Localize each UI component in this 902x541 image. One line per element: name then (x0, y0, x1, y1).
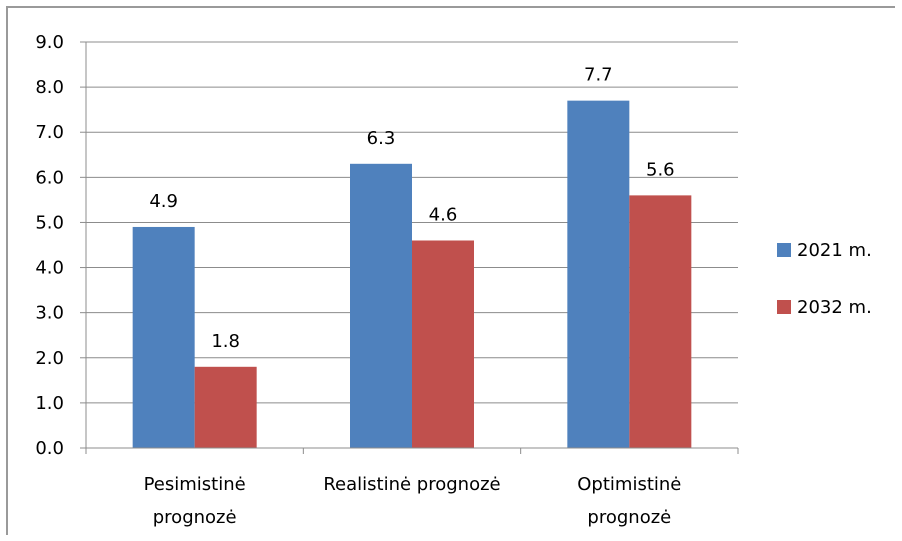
chart-frame (6, 6, 895, 535)
x-axis: Pesimistinė prognozė Realistinė prognozė Op… (85, 447, 739, 528)
y-tick-label: 1.0 (35, 393, 64, 414)
data-label: 6.3 (367, 128, 396, 149)
category-label: prognozė (153, 507, 237, 528)
legend-label: 2032 m. (797, 297, 872, 318)
bar-2032m (629, 195, 692, 448)
bar-2032m (412, 240, 474, 448)
y-tick-label: 7.0 (35, 122, 64, 143)
data-label: 1.8 (211, 331, 240, 352)
y-tick-label: 9.0 (35, 32, 64, 53)
y-tick-label: 0.0 (35, 438, 64, 459)
category-label: prognozė (587, 507, 671, 528)
category-label: Realistinė prognozė (323, 474, 500, 495)
data-label: 4.9 (149, 191, 178, 212)
category-label: Pesimistinė (144, 474, 246, 495)
legend: 2021 m. 2032 m. (777, 240, 872, 318)
y-tick-label: 5.0 (35, 212, 64, 233)
y-axis: 0.0 1.0 2.0 3.0 4.0 5.0 6.0 7.0 8.0 9.0 (35, 32, 87, 459)
y-tick-label: 4.0 (35, 258, 64, 279)
y-tick-label: 8.0 (35, 77, 64, 98)
data-label: 5.6 (646, 159, 675, 180)
y-tick-label: 6.0 (35, 167, 64, 188)
bar-2021m (567, 100, 630, 449)
category-label: Optimistinė (577, 474, 681, 495)
data-label: 4.6 (429, 204, 458, 225)
bar-2032m (194, 366, 257, 448)
data-label: 7.7 (584, 65, 613, 86)
legend-swatch (777, 300, 791, 314)
bars: 4.9 1.8 6.3 4.6 7.7 5.6 (132, 65, 692, 449)
y-tick-label: 3.0 (35, 303, 64, 324)
bar-2021m (132, 226, 195, 448)
bar-2021m (350, 163, 412, 449)
legend-label: 2021 m. (797, 240, 872, 261)
y-tick-label: 2.0 (35, 348, 64, 369)
legend-swatch (777, 243, 791, 257)
